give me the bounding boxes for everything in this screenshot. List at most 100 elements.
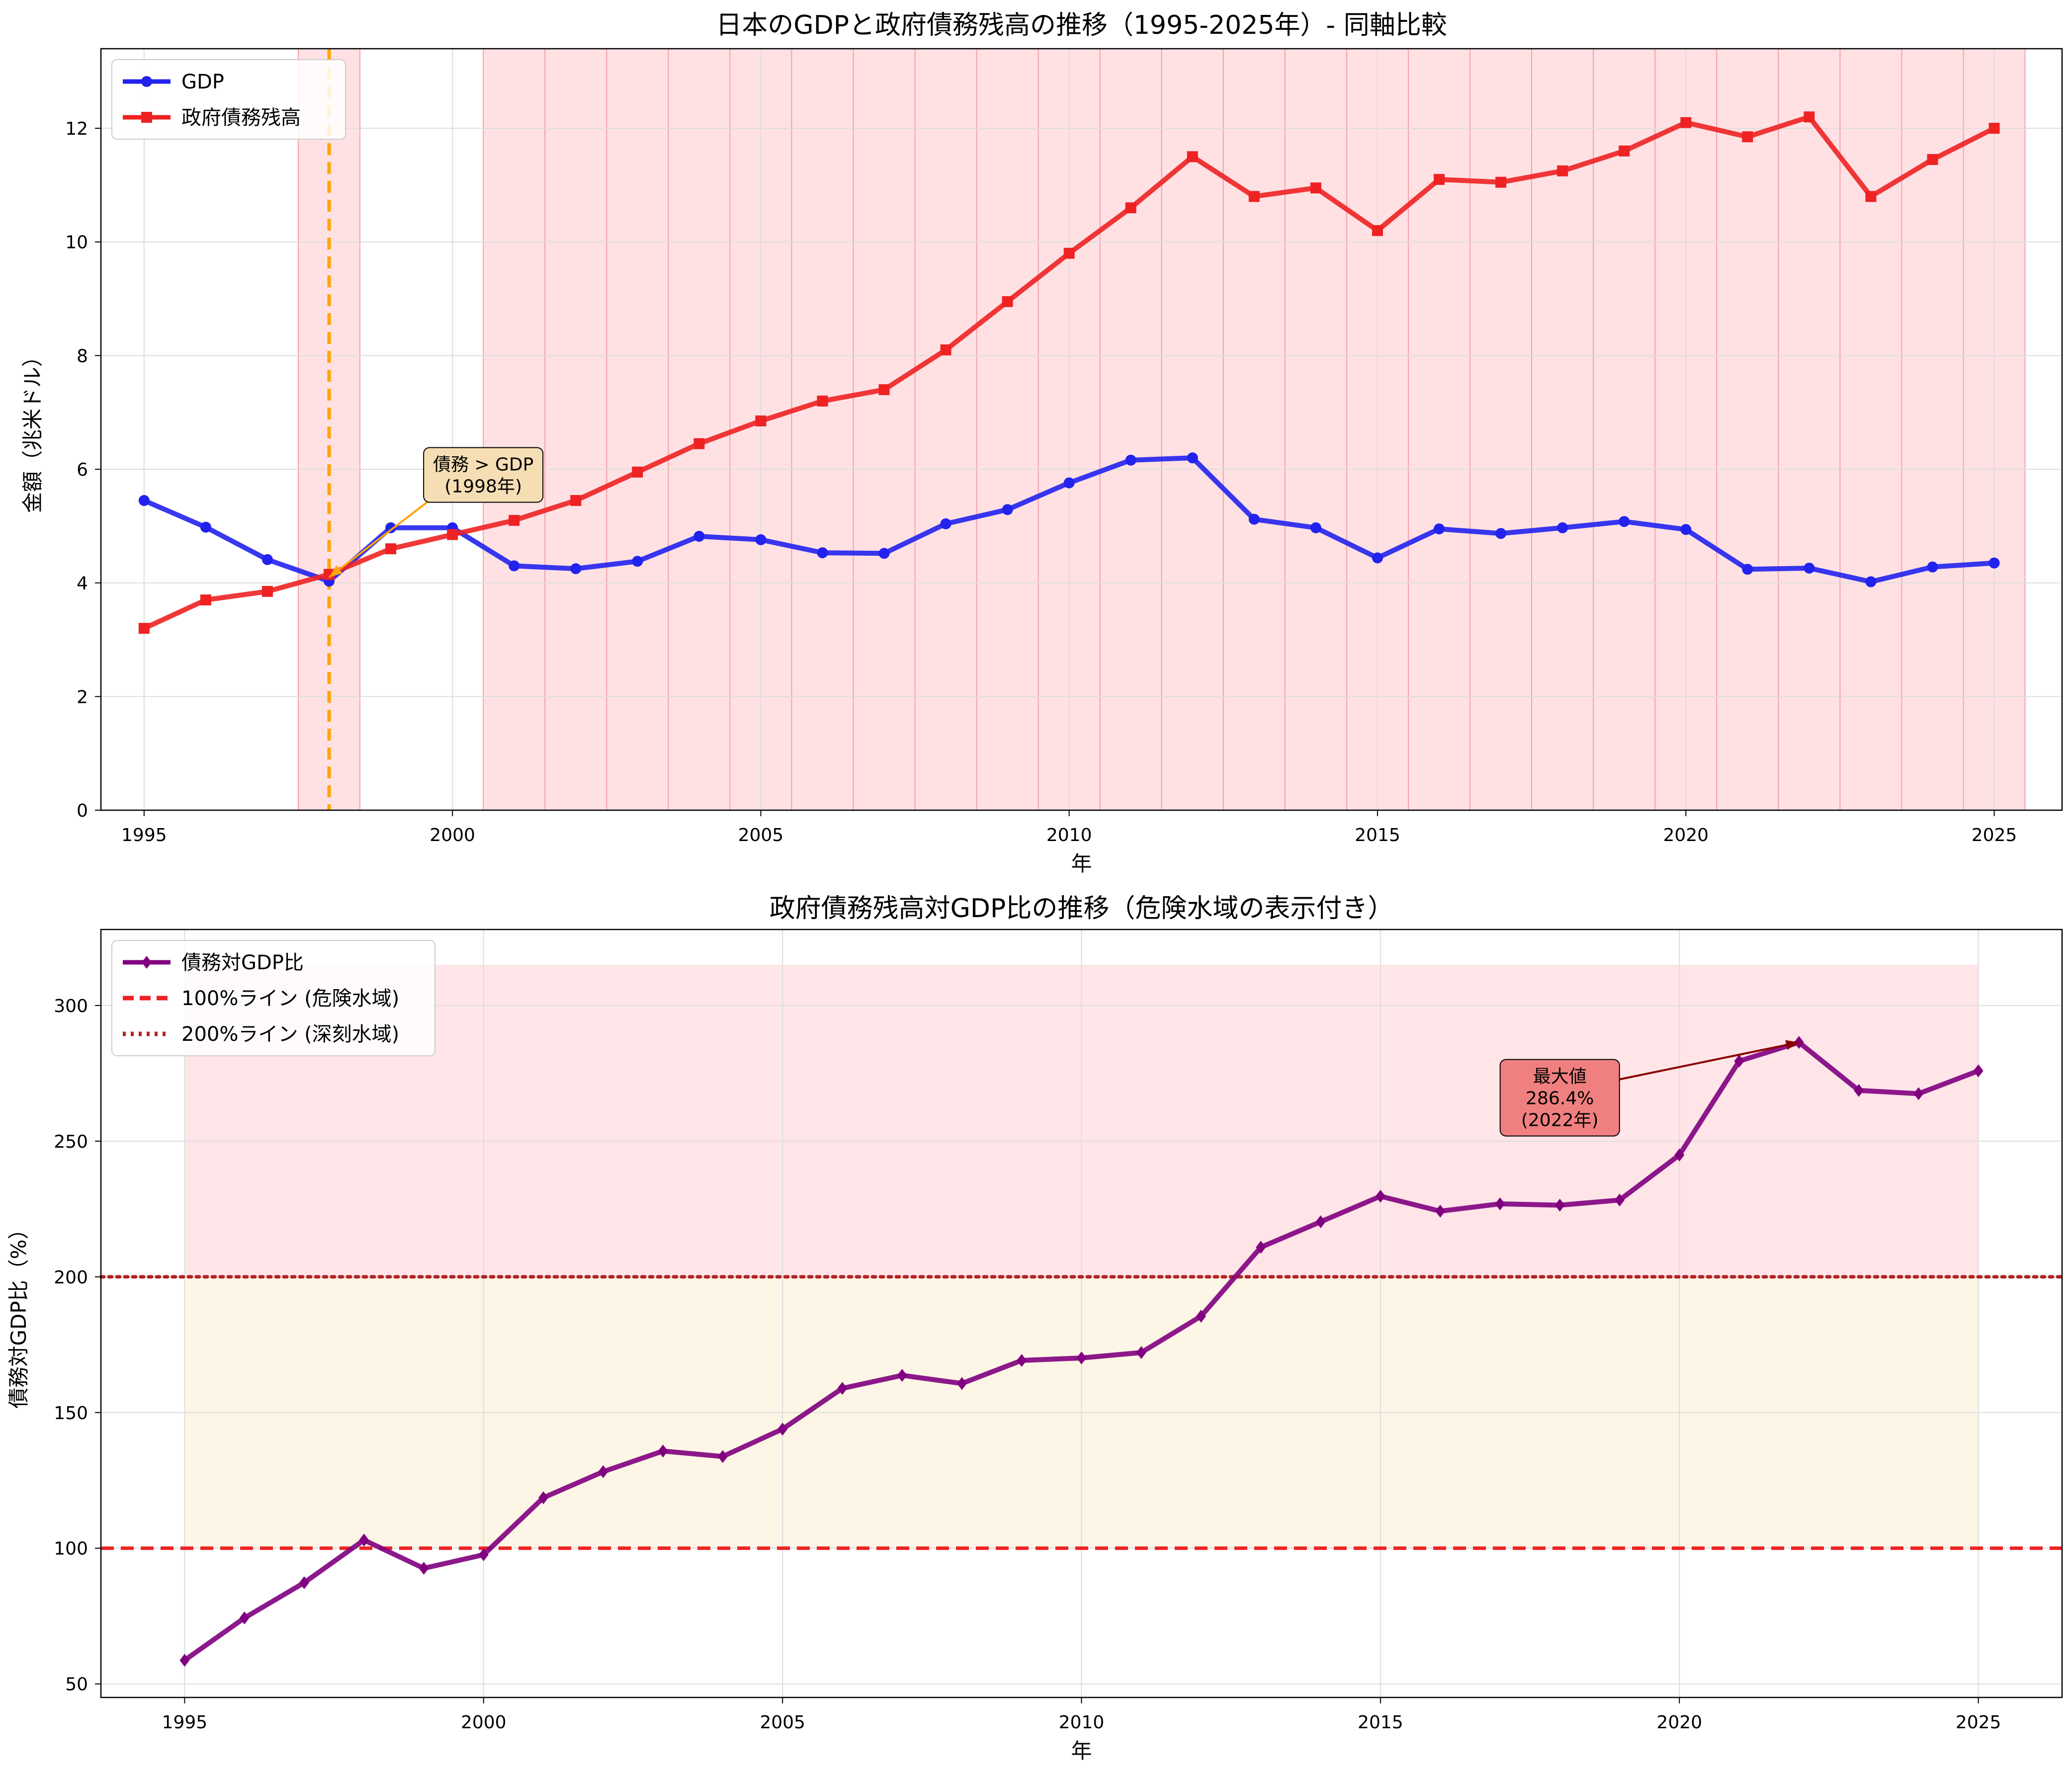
data-point-gdp-2023 [1865,576,1877,588]
data-point-gdp-2021 [1742,564,1753,575]
data-point-ratio-2018 [1554,1198,1565,1212]
x-tick-label: 2010 [1046,825,1092,845]
data-point-debt-2013 [1248,191,1260,202]
debt-exceeds-gdp-band-2019 [1593,48,1656,811]
annotation-box [1499,1059,1620,1137]
legend-label-0: 債務対GDP比 [181,951,304,974]
data-point-gdp-2007 [878,548,890,559]
data-point-debt-2023 [1865,191,1877,202]
debt-exceeds-gdp-band-2006 [791,48,854,811]
data-point-gdp-2016 [1434,523,1445,535]
data-point-ratio-1996 [239,1611,250,1625]
data-point-ratio-1999 [419,1562,429,1575]
y-tick-label: 6 [77,460,88,480]
y-axis-label: 金額（兆米ドル） [20,346,45,513]
data-point-ratio-2008 [956,1377,967,1390]
data-point-gdp-2017 [1495,528,1507,539]
data-point-gdp-2001 [509,560,520,572]
data-point-gdp-2022 [1804,562,1815,574]
data-point-ratio-2020 [1674,1148,1685,1162]
x-axis-label: 年 [1071,1739,1092,1763]
data-point-debt-2012 [1187,151,1198,163]
data-point-gdp-2006 [817,547,828,559]
data-point-debt-2002 [570,495,582,506]
data-point-gdp-2025 [1988,557,2000,569]
data-point-ratio-2010 [1076,1352,1087,1365]
data-point-ratio-2023 [1854,1084,1864,1097]
data-point-gdp-1995 [138,495,150,506]
annotation-arrow [328,496,434,578]
data-point-debt-2008 [940,344,951,355]
data-point-ratio-2006 [837,1382,848,1395]
data-point-debt-1998 [324,569,335,580]
debt-exceeds-gdp-band-2007 [853,48,916,811]
data-point-ratio-2009 [1017,1353,1027,1367]
data-point-ratio-2014 [1315,1215,1326,1228]
chart-title: 政府債務残高対GDP比の推移（危険水域の表示付き） [770,894,1394,924]
x-tick-label: 1995 [121,825,167,845]
x-tick-label: 2020 [1656,1712,1702,1733]
data-point-debt-1999 [385,543,397,555]
data-point-ratio-1995 [179,1654,190,1667]
data-point-gdp-2008 [940,518,951,529]
annotation-arrow [1619,1041,1800,1081]
data-point-ratio-1998 [359,1533,369,1547]
data-point-debt-2017 [1495,176,1507,188]
data-point-gdp-2011 [1125,454,1136,466]
data-point-ratio-2011 [1136,1346,1146,1359]
plot-frame [100,48,2063,811]
y-tick-label: 12 [65,119,88,139]
annotation-text: (2022年) [1521,1110,1599,1130]
debt-exceeds-gdp-band-2004 [668,48,731,811]
legend-label-2: 200%ライン (深刻水域) [181,1023,399,1046]
y-tick-label: 0 [77,801,88,821]
data-point-debt-2005 [755,415,767,426]
data-point-debt-2010 [1063,248,1075,259]
debt-exceeds-gdp-band-2013 [1222,48,1286,811]
data-point-ratio-1997 [299,1576,309,1590]
y-tick-label: 150 [54,1403,88,1424]
data-point-debt-2015 [1372,225,1383,236]
data-point-gdp-2012 [1187,452,1198,464]
y-tick-label: 8 [77,346,88,366]
data-point-ratio-2007 [897,1368,907,1382]
y-tick-label: 100 [54,1539,88,1559]
y-tick-label: 4 [77,574,88,594]
data-point-ratio-2004 [717,1450,728,1463]
data-point-ratio-2005 [777,1423,788,1436]
x-tick-label: 2000 [461,1712,507,1733]
data-point-gdp-2020 [1680,524,1692,535]
y-tick-label: 50 [65,1675,88,1695]
y-tick-label: 2 [77,687,88,707]
data-point-gdp-2018 [1557,522,1568,533]
annotation-text: 286.4% [1526,1088,1594,1108]
data-point-debt-2004 [693,438,705,449]
data-point-gdp-1999 [385,522,397,533]
y-tick-label: 200 [54,1267,88,1288]
data-point-gdp-1997 [261,554,273,565]
debt-exceeds-gdp-band-2017 [1469,48,1533,811]
debt-exceeds-gdp-band-2008 [914,48,977,811]
data-point-gdp-2009 [1002,504,1013,515]
debt-exceeds-gdp-band-2012 [1161,48,1224,811]
data-point-debt-1995 [138,623,150,634]
x-tick-label: 2015 [1355,825,1400,845]
legend-swatch-marker-1 [141,112,152,123]
data-point-debt-2016 [1434,173,1445,185]
chart-panel-debt-ratio: 1995 2000 2005 2010 2015 2020 2025 50 100 150 200 2… [6,894,2064,1763]
y-tick-label: 300 [54,996,88,1016]
data-point-gdp-2003 [632,556,643,567]
legend-label-1: 政府債務残高 [181,106,301,129]
plot-frame [100,929,2063,1698]
debt-exceeds-gdp-band-2021 [1716,48,1779,811]
x-tick-label: 2025 [1972,825,2017,845]
data-point-debt-2014 [1310,182,1321,194]
data-point-ratio-2025 [1973,1064,1984,1078]
data-point-gdp-2002 [570,563,582,575]
annotation-box [423,447,544,503]
data-point-ratio-2015 [1375,1189,1385,1203]
data-point-debt-2025 [1988,123,2000,134]
data-point-debt-1996 [200,594,211,605]
data-point-gdp-1996 [200,521,211,533]
